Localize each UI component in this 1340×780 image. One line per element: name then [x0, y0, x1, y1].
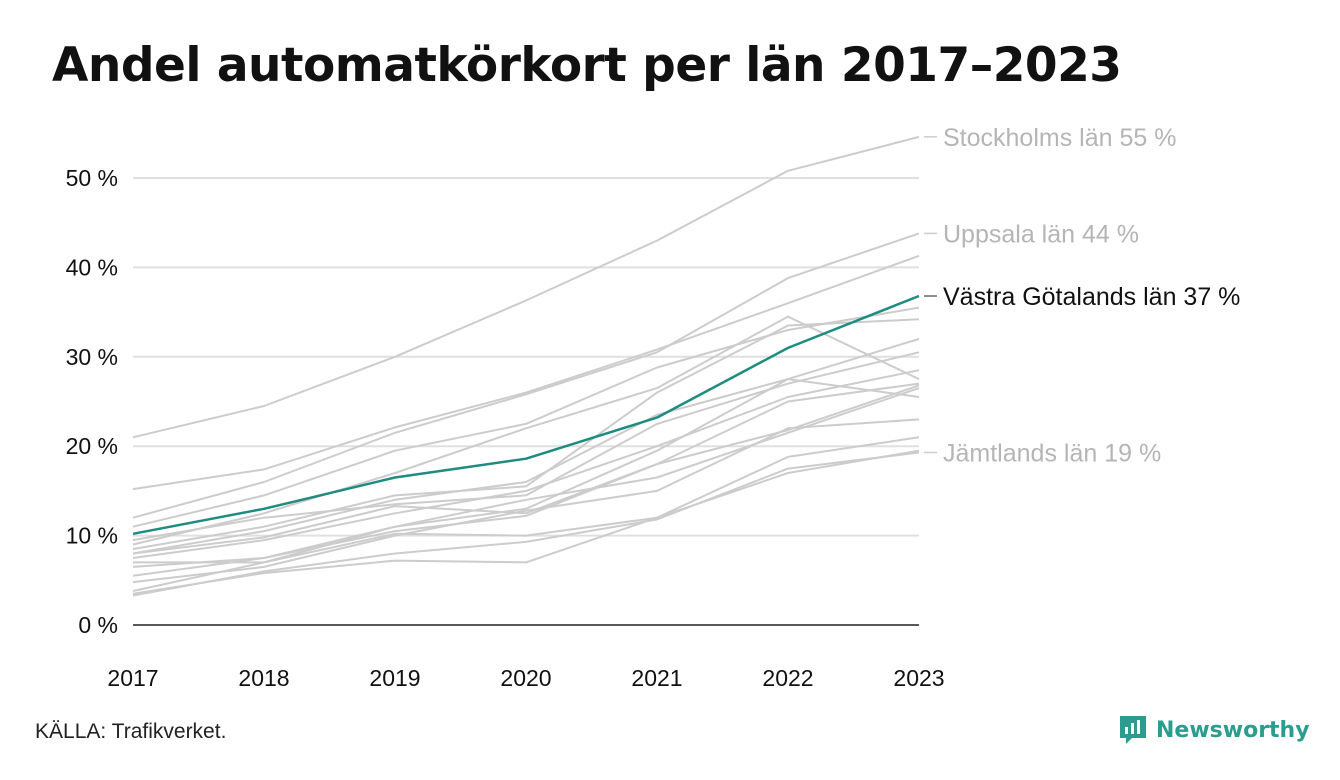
end-label-stockholms-län: Stockholms län 55 %	[943, 124, 1176, 152]
end-label-uppsala-län: Uppsala län 44 %	[943, 220, 1139, 248]
series-line-västra-götalands-län	[132, 294, 920, 536]
y-tick-label: 20 %	[66, 433, 118, 459]
series-line-län-f	[132, 351, 920, 542]
series-line-län-c	[132, 315, 920, 546]
x-tick-label: 2021	[631, 665, 682, 691]
series-end-labels: Stockholms län 55 % Uppsala län 44 % Västr…	[924, 124, 1240, 467]
series-line-län-g	[132, 369, 920, 559]
y-tick-label: 40 %	[66, 254, 118, 280]
highlighted-series-lines	[132, 294, 920, 536]
x-tick-label: 2017	[107, 665, 158, 691]
brand-name: Newsworthy	[1156, 717, 1310, 743]
series-line-län-d	[132, 318, 920, 550]
gridlines	[133, 177, 919, 537]
y-tick-label: 50 %	[66, 165, 118, 191]
y-axis-tick-labels: 0 % 10 % 20 % 30 % 40 % 50 %	[66, 165, 118, 638]
y-tick-label: 30 %	[66, 344, 118, 370]
end-label-västra-götalands-län: Västra Götalands län 37 %	[943, 283, 1240, 311]
x-tick-label: 2023	[893, 665, 944, 691]
x-tick-label: 2020	[500, 665, 551, 691]
series-line-län-a	[132, 254, 920, 491]
series-line-län-j	[132, 384, 920, 577]
source-note: KÄLLA: Trafikverket.	[35, 720, 227, 743]
series-line-län-n	[132, 449, 920, 595]
series-line-uppsala-län	[132, 232, 920, 519]
newsworthy-logo-icon	[1120, 716, 1146, 744]
x-tick-label: 2022	[762, 665, 813, 691]
x-axis-tick-labels: 2017 2018 2019 2020 2021 2022 2023	[107, 665, 944, 691]
series-line-län-b	[132, 306, 920, 528]
muted-series-lines	[132, 135, 920, 597]
x-tick-label: 2018	[238, 665, 289, 691]
series-line-stockholms-län	[132, 135, 920, 439]
brand-logo[interactable]: Newsworthy	[1118, 714, 1310, 746]
series-line-jämtlands-län	[132, 451, 920, 597]
series-line-län-m	[132, 436, 920, 592]
chart-title: Andel automatkörkort per län 2017–2023	[52, 38, 1122, 93]
x-tick-label: 2019	[369, 665, 420, 691]
end-label-jämtlands-län: Jämtlands län 19 %	[943, 439, 1161, 467]
y-tick-label: 0 %	[78, 612, 118, 638]
series-line-län-i	[132, 382, 920, 555]
y-tick-label: 10 %	[66, 523, 118, 549]
series-line-län-l	[132, 418, 920, 584]
line-chart: 0 % 10 % 20 % 30 % 40 % 50 % 2017 2018 2019 2020…	[66, 124, 1241, 691]
